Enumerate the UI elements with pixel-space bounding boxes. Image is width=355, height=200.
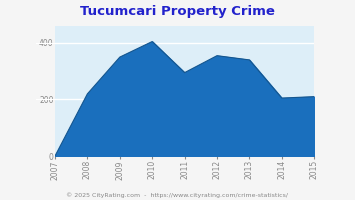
Text: Tucumcari Property Crime: Tucumcari Property Crime xyxy=(80,5,275,18)
Text: © 2025 CityRating.com  -  https://www.cityrating.com/crime-statistics/: © 2025 CityRating.com - https://www.city… xyxy=(66,192,289,198)
